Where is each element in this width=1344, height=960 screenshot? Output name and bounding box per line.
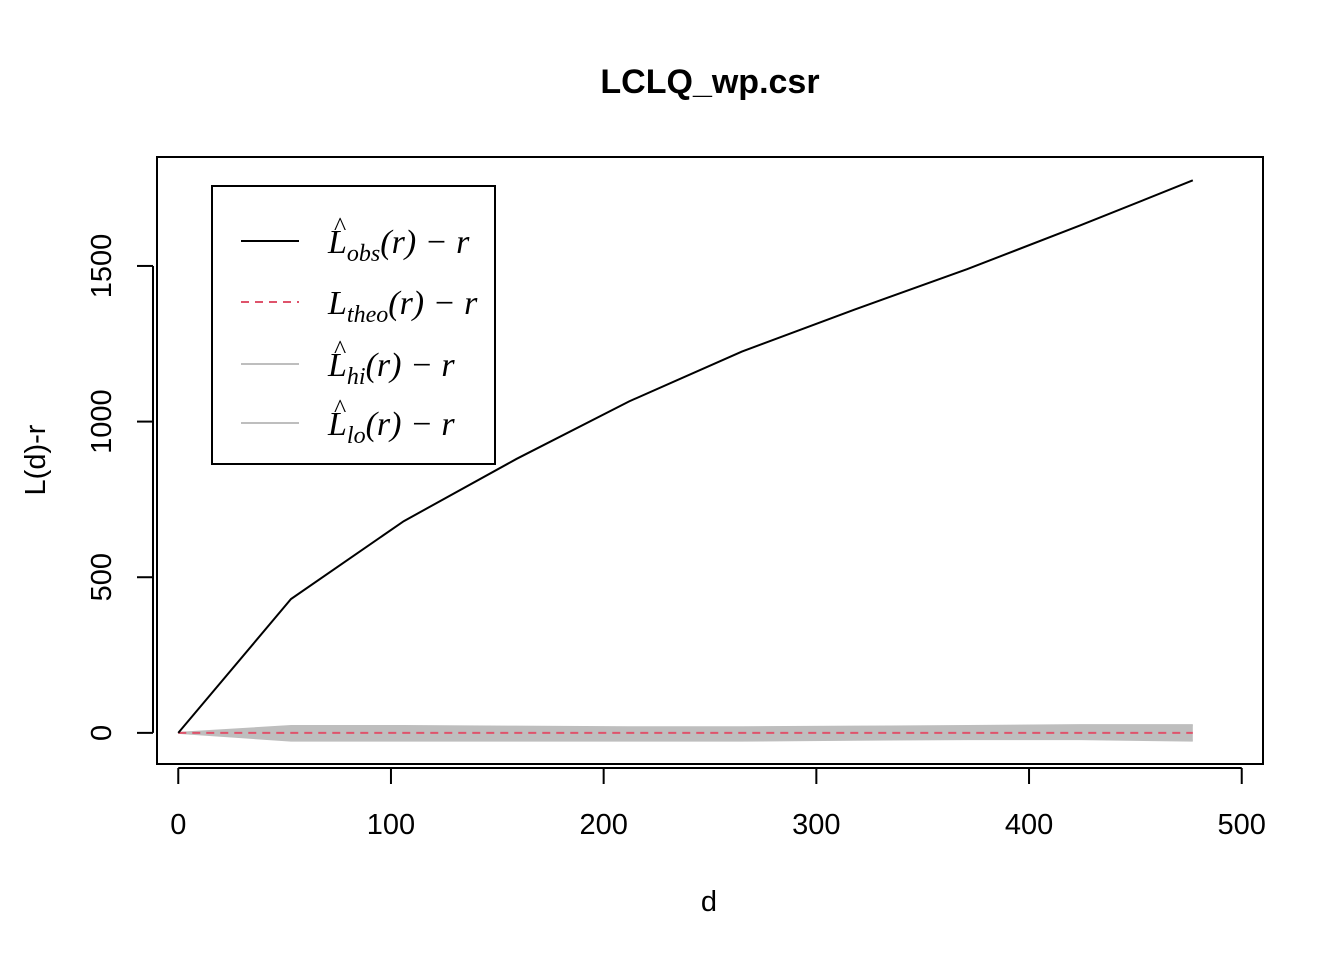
y-tick-label: 500 (86, 553, 118, 601)
series-lines (177, 179, 1194, 742)
legend-label: Llo(r) − r (327, 406, 455, 449)
legend-label: Ltheo(r) − r (327, 285, 478, 328)
y-tick-label: 1000 (86, 389, 118, 454)
x-tick-label: 400 (1005, 809, 1053, 841)
x-axis-label: d (701, 886, 717, 918)
x-tick-label: 500 (1218, 809, 1266, 841)
y-axis-label: L(d)-r (20, 424, 52, 495)
hat-glyph: ^ (334, 394, 346, 423)
legend-label: Lobs(r) − r (327, 224, 470, 267)
x-tick-label: 100 (367, 809, 415, 841)
plot-frame (156, 156, 1264, 765)
x-tick-label: 200 (579, 809, 627, 841)
y-axis: 0 500 1000 1500 (86, 234, 154, 741)
chart-title: LCLQ_wp.csr (600, 63, 819, 101)
legend-box (211, 185, 496, 465)
hat-glyph: ^ (334, 335, 346, 364)
y-tick-label: 1500 (86, 234, 118, 299)
series-line-hi (178, 724, 1193, 734)
x-axis: 0 100 200 300 400 500 (170, 767, 1266, 841)
x-tick-label: 300 (792, 809, 840, 841)
legend-label: Lhi(r) − r (327, 347, 455, 390)
hat-glyph: ^ (334, 212, 346, 241)
x-tick-label: 0 (170, 809, 186, 841)
series-line-lo (178, 731, 1193, 742)
series-line-obs (177, 179, 1194, 734)
y-tick-label: 0 (86, 725, 118, 741)
